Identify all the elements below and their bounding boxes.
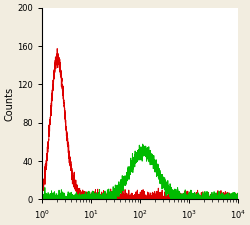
Y-axis label: Counts: Counts	[4, 86, 14, 121]
